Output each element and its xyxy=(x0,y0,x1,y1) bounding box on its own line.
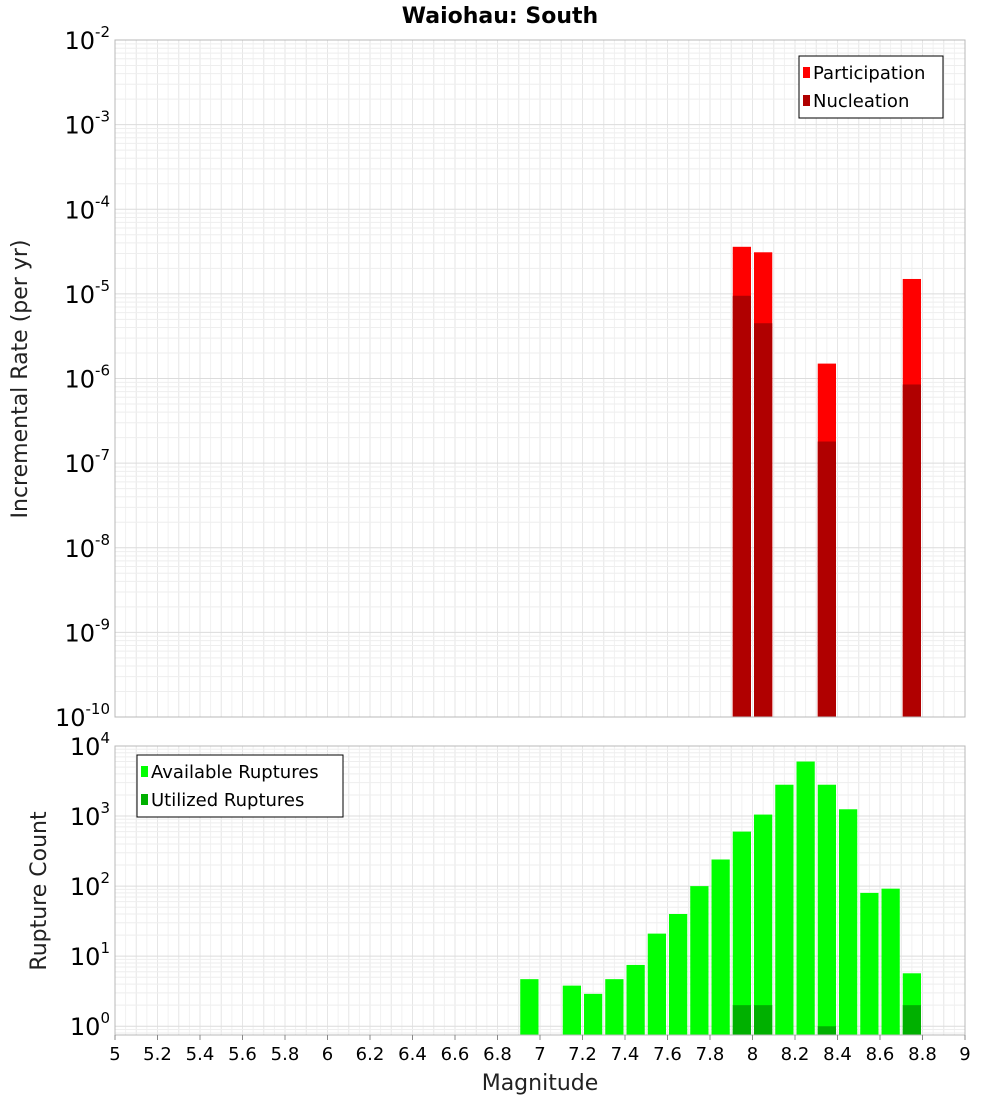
y-tick-label: 10-3 xyxy=(64,108,110,140)
available-ruptures-bar xyxy=(796,761,815,1035)
available-ruptures-bar xyxy=(626,964,645,1035)
available-ruptures-bar xyxy=(860,892,879,1035)
x-tick-label: 5.8 xyxy=(271,1044,300,1065)
y-tick-label: 10-2 xyxy=(64,23,110,55)
x-tick-label: 5.6 xyxy=(228,1044,257,1065)
utilized-ruptures-bar xyxy=(732,1005,751,1035)
y-tick-label: 10-6 xyxy=(64,362,110,394)
nucleation-bar xyxy=(902,384,921,717)
top-panel: 10-10 10-9 10-8 10-7 10-6 10-5 10-4 10-3 10-2 Wa… xyxy=(8,4,966,732)
available-ruptures-bar xyxy=(562,985,581,1035)
available-ruptures-bar xyxy=(711,859,730,1035)
y-tick-label: 10-4 xyxy=(64,192,110,224)
x-tick-label: 8 xyxy=(747,1044,758,1065)
bottom-y-axis-label: Rupture Count xyxy=(27,811,52,971)
bottom-bars xyxy=(520,761,921,1035)
x-tick-label: 7 xyxy=(534,1044,545,1065)
utilized-ruptures-bar xyxy=(902,1005,921,1035)
x-tick-label: 6.2 xyxy=(356,1044,385,1065)
x-tick-label: 9 xyxy=(959,1044,970,1065)
top-y-axis-label: Incremental Rate (per yr) xyxy=(8,240,33,519)
legend-swatch xyxy=(803,95,810,106)
legend-swatch xyxy=(141,794,148,805)
available-ruptures-bar xyxy=(817,784,836,1035)
top-plot-frame xyxy=(114,39,966,718)
available-ruptures-bar xyxy=(669,914,688,1035)
legend-label: Utilized Ruptures xyxy=(151,790,304,811)
top-legend: Participation Nucleation xyxy=(798,55,944,119)
nucleation-bar xyxy=(754,323,773,717)
legend-label: Available Ruptures xyxy=(151,762,319,783)
nucleation-bar xyxy=(732,295,751,717)
x-axis-label: Magnitude xyxy=(482,1071,599,1096)
bottom-legend: Available Ruptures Utilized Ruptures xyxy=(136,754,344,818)
y-tick-label: 10-5 xyxy=(64,277,110,309)
available-ruptures-bar xyxy=(775,784,794,1035)
bottom-y-ticks: 100 101 102 103 104 xyxy=(70,729,110,1041)
bottom-panel: 100 101 102 103 104 5 5.2 5.4 5.6 5.8 6 6.2 6.4 6.6 6… xyxy=(27,729,971,1096)
x-tick-label: 5.2 xyxy=(143,1044,172,1065)
nucleation-bar xyxy=(817,441,836,717)
utilized-ruptures-bar xyxy=(754,1005,773,1035)
x-tick-label: 7.8 xyxy=(696,1044,725,1065)
x-tick-label: 8.8 xyxy=(908,1044,937,1065)
x-ticks: 5 5.2 5.4 5.6 5.8 6 6.2 6.4 6.6 6.8 7 7.2 7.4 7.6 7.8 8… xyxy=(109,1035,971,1065)
top-gridlines xyxy=(114,39,966,718)
y-tick-label: 104 xyxy=(70,729,110,761)
y-tick-label: 10-10 xyxy=(55,700,110,732)
available-ruptures-bar xyxy=(520,979,539,1035)
y-tick-label: 101 xyxy=(70,939,110,971)
legend-label: Nucleation xyxy=(813,91,909,112)
available-ruptures-bar xyxy=(881,888,900,1035)
x-tick-label: 5 xyxy=(109,1044,120,1065)
x-tick-label: 7.6 xyxy=(653,1044,682,1065)
x-tick-label: 6.6 xyxy=(441,1044,470,1065)
available-ruptures-bar xyxy=(754,814,773,1035)
x-tick-label: 5.4 xyxy=(186,1044,215,1065)
x-tick-label: 7.2 xyxy=(568,1044,597,1065)
legend-swatch xyxy=(803,67,810,78)
available-ruptures-bar xyxy=(732,831,751,1035)
top-bars xyxy=(732,246,921,717)
available-ruptures-bar xyxy=(647,933,666,1035)
legend-box xyxy=(798,55,944,119)
y-tick-label: 10-9 xyxy=(64,615,110,647)
y-tick-label: 10-7 xyxy=(64,446,110,478)
x-tick-label: 8.6 xyxy=(866,1044,895,1065)
x-tick-label: 6.8 xyxy=(483,1044,512,1065)
legend-swatch xyxy=(141,766,148,777)
x-tick-label: 8.2 xyxy=(781,1044,810,1065)
available-ruptures-bar xyxy=(839,809,858,1035)
x-tick-label: 6.4 xyxy=(398,1044,427,1065)
x-tick-label: 7.4 xyxy=(611,1044,640,1065)
available-ruptures-bar xyxy=(584,993,603,1035)
chart-title: Waiohau: South xyxy=(402,4,598,29)
available-ruptures-bar xyxy=(605,979,624,1035)
x-tick-label: 6 xyxy=(322,1044,333,1065)
legend-box xyxy=(136,754,344,818)
available-ruptures-bar xyxy=(690,886,709,1035)
y-tick-label: 10-8 xyxy=(64,531,110,563)
y-tick-label: 103 xyxy=(70,799,110,831)
y-tick-label: 100 xyxy=(70,1009,110,1041)
top-y-ticks: 10-10 10-9 10-8 10-7 10-6 10-5 10-4 10-3 10-2 xyxy=(55,23,110,732)
legend-label: Participation xyxy=(813,63,925,84)
y-tick-label: 102 xyxy=(70,869,110,901)
x-tick-label: 8.4 xyxy=(823,1044,852,1065)
utilized-ruptures-bar xyxy=(817,1026,836,1035)
